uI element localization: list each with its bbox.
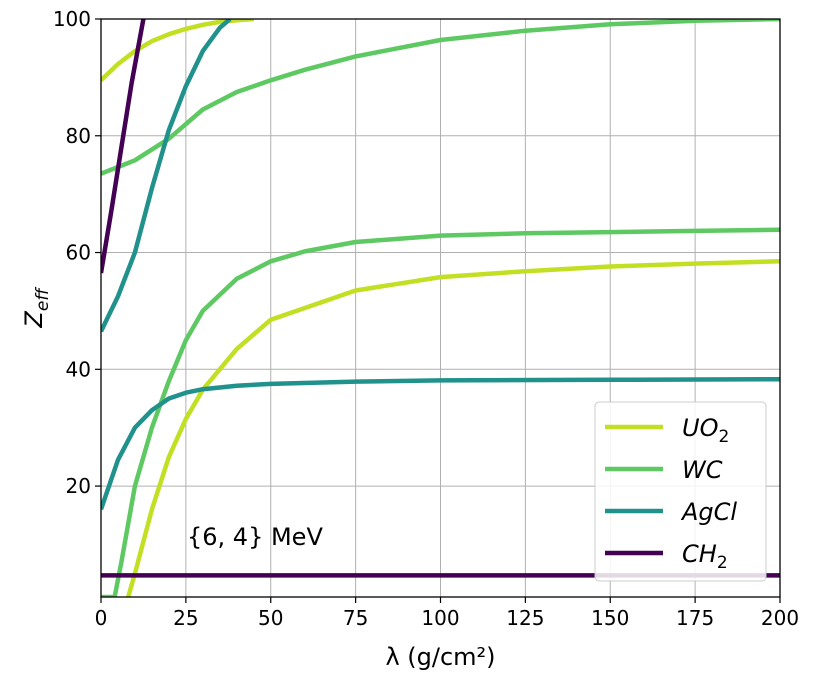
x-tick-label: 0 <box>95 606 108 630</box>
y-tick-label: 100 <box>53 7 91 31</box>
x-tick-label: 50 <box>258 606 283 630</box>
legend-label: UO2 <box>682 414 729 447</box>
y-tick-label: 60 <box>66 241 91 265</box>
series-line-ch2 <box>101 19 146 274</box>
y-tick-label: 40 <box>66 357 91 381</box>
ticks: 0 25 50 75 100 125 150 175 200 20 40 60 80 100 <box>53 7 799 630</box>
x-tick-label: 200 <box>761 606 799 630</box>
series-line-agcl <box>101 376 780 511</box>
series-line-agcl <box>101 19 232 333</box>
x-tick-label: 100 <box>421 606 459 630</box>
legend-label: AgCl <box>680 498 737 526</box>
y-tick-label: 80 <box>66 124 91 148</box>
series-line-uo2 <box>126 259 780 597</box>
x-tick-label: 150 <box>591 606 629 630</box>
y-tick-label: 20 <box>66 474 91 498</box>
x-tick-label: 75 <box>343 606 368 630</box>
x-axis-label: λ (g/cm²) <box>385 643 495 671</box>
legend-box <box>594 401 767 582</box>
legend-label: CH2 <box>682 540 728 573</box>
legend: UO2 WC AgCl CH2 <box>594 401 767 582</box>
x-tick-label: 25 <box>173 606 198 630</box>
legend-label: WC <box>682 456 723 484</box>
x-tick-label: 125 <box>506 606 544 630</box>
y-axis-label: Zeff <box>20 287 53 329</box>
series-line-wc <box>101 19 780 176</box>
series-line-uo2 <box>101 19 254 82</box>
x-tick-label: 175 <box>676 606 714 630</box>
series-line-wc <box>101 227 780 597</box>
energy-annotation: {6, 4} MeV <box>187 523 323 551</box>
